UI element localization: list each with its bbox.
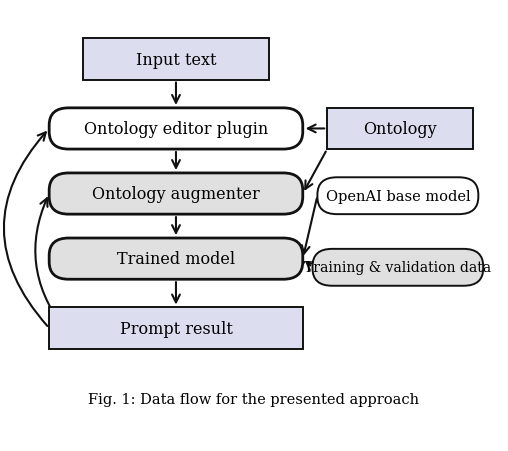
Text: Input text: Input text xyxy=(136,51,216,69)
FancyBboxPatch shape xyxy=(318,178,479,215)
Text: Ontology augmenter: Ontology augmenter xyxy=(92,186,260,202)
Text: OpenAI base model: OpenAI base model xyxy=(326,189,470,203)
FancyBboxPatch shape xyxy=(49,174,303,215)
Bar xyxy=(327,109,473,150)
FancyBboxPatch shape xyxy=(312,249,483,286)
Text: Ontology editor plugin: Ontology editor plugin xyxy=(84,121,268,138)
Text: Prompt result: Prompt result xyxy=(119,320,232,337)
Text: Training & validation data: Training & validation data xyxy=(304,261,491,275)
Bar xyxy=(83,39,269,80)
FancyBboxPatch shape xyxy=(49,239,303,280)
Text: Trained model: Trained model xyxy=(117,251,235,267)
Bar xyxy=(49,308,303,349)
Text: Ontology: Ontology xyxy=(364,121,437,138)
FancyBboxPatch shape xyxy=(49,109,303,150)
Text: Fig. 1: Data flow for the presented approach: Fig. 1: Data flow for the presented appr… xyxy=(88,392,420,405)
